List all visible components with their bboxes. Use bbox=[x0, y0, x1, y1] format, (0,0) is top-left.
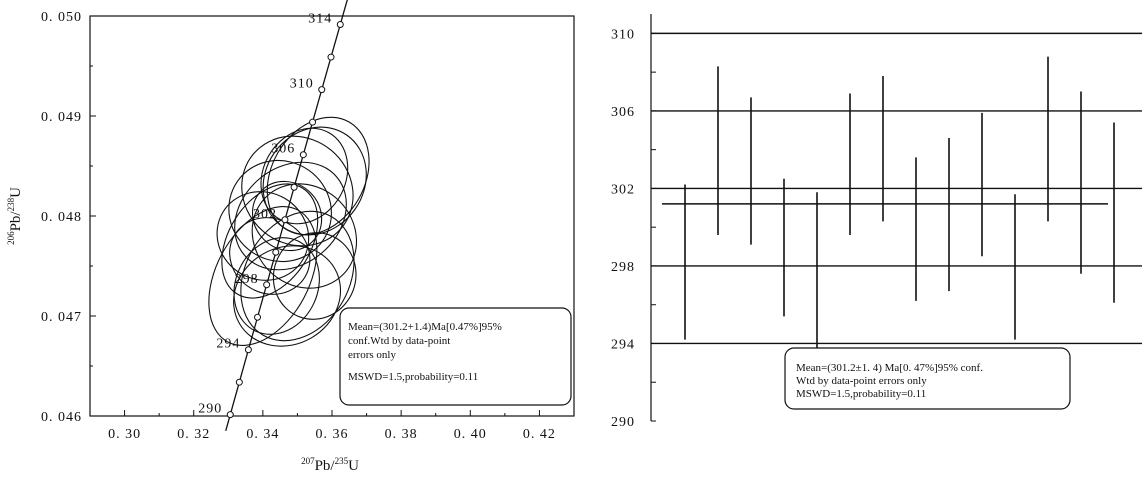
y-title-main-2: U bbox=[8, 187, 24, 198]
x-title-sup-2: 235 bbox=[335, 456, 349, 466]
concordia-age-marker bbox=[263, 281, 271, 289]
concordia-error-ellipse bbox=[260, 127, 349, 225]
concordia-x-tick-label: 0. 40 bbox=[454, 427, 487, 442]
concordia-chart: 0. 30 0. 32 0. 34 0. 36 0. 38 0. 40 0. 42 0. 0… bbox=[6, 0, 575, 474]
concordia-line bbox=[225, 0, 348, 432]
concordia-x-axis-title: 207Pb/235U bbox=[301, 456, 359, 474]
concordia-age-marker bbox=[244, 346, 252, 354]
concordia-annotation-line-3: errors only bbox=[348, 349, 396, 361]
concordia-annotation-box bbox=[339, 307, 572, 406]
concordia-age-marker bbox=[226, 411, 234, 419]
weighted-mean-y-ticks: 290 294 298 302 306 310 bbox=[611, 27, 656, 430]
concordia-annotation-line-2: conf.Wtd by data-point bbox=[348, 335, 450, 347]
concordia-age-marker bbox=[327, 53, 335, 61]
y-title-sup-1: 206 bbox=[6, 231, 16, 245]
weighted-mean-annotation-line-1: Mean=(301.2±1. 4) Ma[0. 47%]95% conf. bbox=[796, 362, 983, 374]
concordia-y-tick-label: 0. 049 bbox=[41, 110, 82, 125]
concordia-age-marker bbox=[318, 86, 326, 94]
y-title-main-1: Pb/ bbox=[8, 211, 24, 232]
concordia-age-marker bbox=[309, 118, 317, 126]
concordia-error-ellipse bbox=[234, 161, 347, 271]
weighted-mean-y-tick-label: 306 bbox=[611, 105, 635, 120]
concordia-error-ellipse bbox=[233, 237, 320, 335]
weighted-mean-horizontal-lines bbox=[651, 32, 1142, 345]
x-title-main-1: Pb/ bbox=[315, 458, 336, 474]
weighted-mean-y-tick-label: 302 bbox=[611, 182, 635, 197]
concordia-y-tick-label: 0. 048 bbox=[41, 210, 82, 225]
concordia-error-ellipse bbox=[221, 183, 319, 299]
concordia-age-label: 310 bbox=[290, 77, 314, 92]
weighted-mean-chart: 290 294 298 302 306 310 Mean=(301.2±1. 4) Ma[… bbox=[611, 14, 1142, 430]
weighted-mean-y-tick-label: 298 bbox=[611, 260, 635, 275]
concordia-annotation-line-1: Mean=(301.2+1.4)Ma[0.47%]95% bbox=[348, 321, 502, 333]
weighted-mean-y-tick-label: 290 bbox=[611, 415, 635, 430]
weighted-mean-annotation-line-2: Wtd by data-point errors only bbox=[796, 375, 927, 387]
concordia-error-ellipse bbox=[233, 245, 342, 347]
concordia-x-tick-label: 0. 32 bbox=[177, 427, 210, 442]
x-title-main-2: U bbox=[348, 458, 359, 474]
concordia-x-tick-label: 0. 42 bbox=[523, 427, 556, 442]
concordia-age-label: 314 bbox=[308, 11, 332, 26]
weighted-mean-annotation-line-3: MSWD=1.5,probability=0.11 bbox=[796, 388, 926, 400]
concordia-y-tick-label: 0. 047 bbox=[41, 310, 82, 325]
concordia-age-marker bbox=[272, 248, 280, 256]
weighted-mean-y-tick-label: 294 bbox=[611, 337, 635, 352]
y-title-sup-2: 238 bbox=[6, 197, 16, 211]
concordia-age-label: 306 bbox=[271, 142, 295, 157]
concordia-x-tick-label: 0. 36 bbox=[316, 427, 349, 442]
concordia-age-label: 294 bbox=[216, 337, 240, 352]
concordia-y-axis-title: 206Pb/238U bbox=[6, 187, 24, 245]
concordia-age-label: 302 bbox=[253, 207, 277, 222]
concordia-age-label: 290 bbox=[198, 402, 222, 417]
concordia-x-ticks: 0. 30 0. 32 0. 34 0. 36 0. 38 0. 40 0. 42 bbox=[108, 410, 556, 442]
concordia-y-ticks: 0. 046 0. 047 0. 048 0. 049 0. 050 bbox=[41, 10, 96, 425]
concordia-age-marker bbox=[281, 216, 289, 224]
concordia-x-tick-label: 0. 38 bbox=[385, 427, 418, 442]
concordia-y-tick-label: 0. 046 bbox=[41, 410, 82, 425]
weighted-mean-y-tick-label: 310 bbox=[611, 27, 635, 42]
concordia-x-tick-label: 0. 34 bbox=[246, 427, 279, 442]
concordia-age-marker bbox=[336, 20, 344, 28]
concordia-age-marker bbox=[254, 313, 262, 321]
x-title-sup-1: 207 bbox=[301, 456, 315, 466]
weighted-mean-annotation-box bbox=[784, 347, 1071, 410]
concordia-error-ellipse bbox=[272, 232, 357, 320]
concordia-error-ellipse bbox=[251, 183, 358, 289]
concordia-age-label: 298 bbox=[235, 272, 259, 287]
concordia-y-tick-label: 0. 050 bbox=[41, 10, 82, 25]
concordia-age-marker bbox=[290, 183, 298, 191]
concordia-annotation-line-4: MSWD=1.5,probability=0.11 bbox=[348, 371, 478, 383]
weighted-mean-error-bars bbox=[684, 56, 1115, 352]
concordia-age-marker bbox=[235, 378, 243, 386]
concordia-age-marker bbox=[299, 151, 307, 159]
concordia-error-ellipse bbox=[266, 116, 370, 236]
concordia-x-tick-label: 0. 30 bbox=[108, 427, 141, 442]
concordia-error-ellipse bbox=[216, 191, 310, 281]
concordia-curve: 290 294 298 302 306 310 314 bbox=[198, 0, 348, 432]
